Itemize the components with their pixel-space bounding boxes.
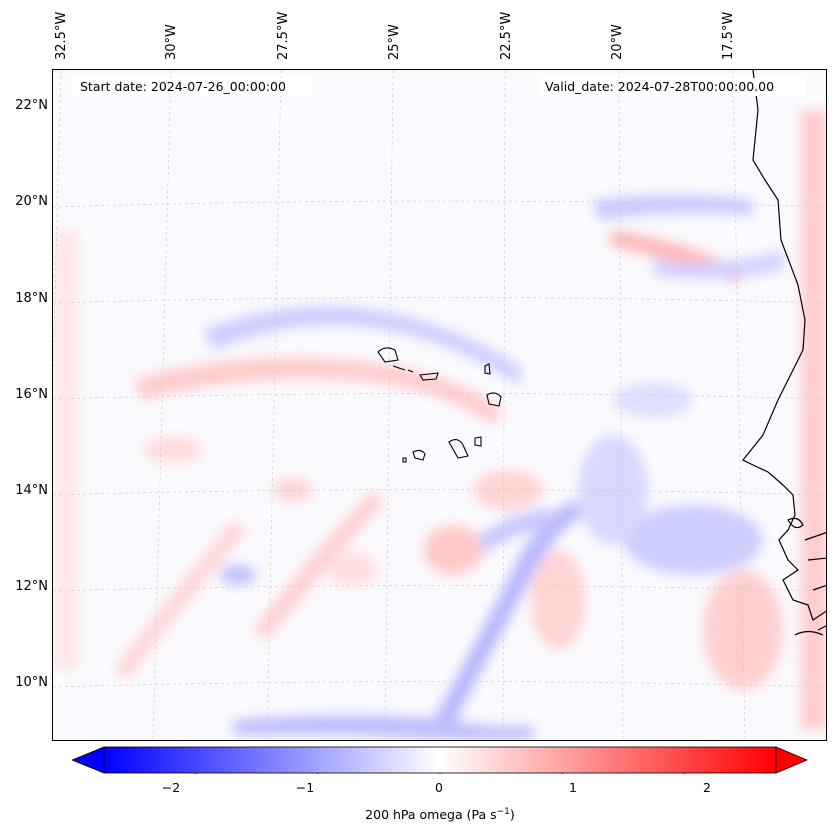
colorbar-tick-label: 0 <box>435 780 443 795</box>
lat-label: 16°N <box>15 387 48 402</box>
colorbar <box>72 746 808 774</box>
graticule <box>53 70 826 740</box>
colorbar-units-exp: −1 <box>496 807 510 817</box>
lon-label: 27.5°W <box>276 11 291 60</box>
valid-date-label: Valid_date: 2024-07-28T00:00:00.00 <box>540 78 806 96</box>
omega-field-map <box>53 70 826 740</box>
lon-label: 30°W <box>164 24 179 60</box>
map-panel <box>52 69 827 741</box>
colorbar-tick-label: 1 <box>569 780 577 795</box>
colorbar-variable: 200 hPa omega <box>365 807 463 823</box>
start-date-label: Start date: 2024-07-26_00:00:00 <box>72 78 312 96</box>
lon-label: 25°W <box>387 24 402 60</box>
lon-label: 32.5°W <box>54 11 69 60</box>
colorbar-units: (Pa s <box>466 807 497 823</box>
lat-label: 20°N <box>15 194 48 209</box>
colorbar-extend-max <box>775 746 808 774</box>
colorbar-tick-label: 2 <box>703 780 711 795</box>
lat-label: 22°N <box>15 98 48 113</box>
lon-label: 17.5°W <box>721 11 736 60</box>
colorbar-label: 200 hPa omega (Pa s−1) <box>0 807 837 822</box>
lon-label: 22.5°W <box>499 11 514 60</box>
colorbar-gradient <box>103 746 777 774</box>
lat-label: 14°N <box>15 483 48 498</box>
omega-anomalies <box>53 110 826 740</box>
colorbar-tick-label: −2 <box>161 780 181 795</box>
field-background <box>53 70 826 740</box>
lat-label: 12°N <box>15 579 48 594</box>
islands <box>377 347 502 463</box>
colorbar-extend-min <box>72 746 105 774</box>
lat-label: 10°N <box>15 675 48 690</box>
lon-label: 20°W <box>610 24 625 60</box>
colorbar-units-close: ) <box>509 807 515 823</box>
coastline <box>742 70 826 636</box>
colorbar-tick-label: −1 <box>295 780 315 795</box>
lat-label: 18°N <box>15 291 48 306</box>
